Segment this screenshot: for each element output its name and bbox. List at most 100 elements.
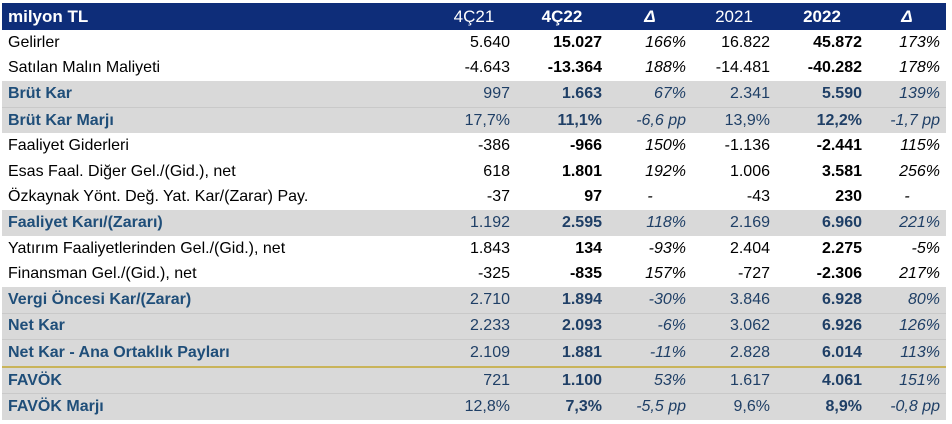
table-row-highlight: Net Kar 2.233 2.093 -6% 3.062 6.926 126% <box>2 312 946 340</box>
row-label: Faaliyet Karı/(Zararı) <box>2 210 432 236</box>
table-row-highlight: Brüt Kar 997 1.663 67% 2.341 5.590 139% <box>2 81 946 108</box>
cell-delta-quarter: 118% <box>608 210 692 236</box>
cell-4q22: -835 <box>516 261 608 287</box>
row-label: Özkaynak Yönt. Değ. Yat. Kar/(Zarar) Pay… <box>2 184 432 211</box>
cell-delta-quarter: 157% <box>608 261 692 287</box>
cell-delta-year: 256% <box>868 158 946 185</box>
cell-2022: 6.014 <box>776 339 868 367</box>
cell-4q21: 618 <box>432 158 516 185</box>
cell-4q22: 134 <box>516 235 608 262</box>
table-row-highlight: Vergi Öncesi Kar/(Zarar) 2.710 1.894 -30… <box>2 286 946 314</box>
cell-4q22: 11,1% <box>516 106 608 134</box>
cell-4q21: 2.109 <box>432 339 516 367</box>
header-col-delta-year: Δ <box>868 3 946 30</box>
cell-delta-quarter: -6,6 pp <box>608 106 692 134</box>
cell-4q21: 12,8% <box>432 393 516 420</box>
cell-delta-quarter: -6% <box>608 312 692 340</box>
row-label: Net Kar - Ana Ortaklık Payları <box>2 339 432 367</box>
table-row: Finansman Gel./(Gid.), net -325 -835 157… <box>2 261 946 287</box>
cell-delta-quarter: 188% <box>608 55 692 82</box>
cell-2022: 6.960 <box>776 210 868 236</box>
cell-2022: 3.581 <box>776 158 868 185</box>
cell-2021: 13,9% <box>692 106 776 134</box>
header-col-2022: 2022 <box>776 3 868 30</box>
row-label: Net Kar <box>2 312 432 340</box>
cell-delta-year: -1,7 pp <box>868 106 946 134</box>
cell-delta-year: -0,8 pp <box>868 393 946 420</box>
cell-4q21: 721 <box>432 365 516 394</box>
row-label: Satılan Malın Maliyeti <box>2 55 432 82</box>
cell-2022: 12,2% <box>776 106 868 134</box>
cell-2022: 230 <box>776 184 868 211</box>
cell-2021: 2.169 <box>692 210 776 236</box>
cell-4q22: 1.894 <box>516 286 608 314</box>
cell-delta-quarter: 166% <box>608 30 692 56</box>
row-label: Vergi Öncesi Kar/(Zarar) <box>2 286 432 314</box>
cell-delta-year: 151% <box>868 365 946 394</box>
table-row: Özkaynak Yönt. Değ. Yat. Kar/(Zarar) Pay… <box>2 184 946 211</box>
header-col-2021: 2021 <box>692 3 776 30</box>
cell-4q21: -4.643 <box>432 55 516 82</box>
cell-2021: 2.828 <box>692 339 776 367</box>
cell-2022: 6.928 <box>776 286 868 314</box>
cell-2021: 1.617 <box>692 365 776 394</box>
cell-delta-quarter: -11% <box>608 339 692 367</box>
cell-delta-year: 126% <box>868 312 946 340</box>
cell-4q22: 2.595 <box>516 210 608 236</box>
cell-4q22: 1.663 <box>516 81 608 108</box>
cell-2022: 45.872 <box>776 30 868 56</box>
cell-4q21: 17,7% <box>432 106 516 134</box>
table-row-highlight: Faaliyet Karı/(Zararı) 1.192 2.595 118% … <box>2 210 946 236</box>
cell-2022: 6.926 <box>776 312 868 340</box>
cell-delta-quarter: 53% <box>608 365 692 394</box>
row-label: Finansman Gel./(Gid.), net <box>2 261 432 287</box>
cell-2022: 8,9% <box>776 393 868 420</box>
cell-delta-year: -5% <box>868 235 946 262</box>
cell-2022: 5.590 <box>776 81 868 108</box>
cell-2021: 3.062 <box>692 312 776 340</box>
cell-2022: 2.275 <box>776 235 868 262</box>
cell-4q21: 2.710 <box>432 286 516 314</box>
header-col-4q21: 4Ç21 <box>432 3 516 30</box>
row-label: Esas Faal. Diğer Gel./(Gid.), net <box>2 158 432 185</box>
table-row-highlight: FAVÖK 721 1.100 53% 1.617 4.061 151% <box>2 365 946 394</box>
cell-delta-year: 80% <box>868 286 946 314</box>
cell-delta-year: 178% <box>868 55 946 82</box>
cell-4q22: 15.027 <box>516 30 608 56</box>
cell-delta-year: 139% <box>868 81 946 108</box>
row-label: Gelirler <box>2 30 432 56</box>
table-row: Yatırım Faaliyetlerinden Gel./(Gid.), ne… <box>2 235 946 262</box>
cell-delta-quarter: -93% <box>608 235 692 262</box>
cell-4q21: 997 <box>432 81 516 108</box>
cell-2021: 16.822 <box>692 30 776 56</box>
table-row-highlight: FAVÖK Marjı 12,8% 7,3% -5,5 pp 9,6% 8,9%… <box>2 393 946 420</box>
cell-2021: -1.136 <box>692 133 776 159</box>
cell-2022: -40.282 <box>776 55 868 82</box>
cell-delta-year: 217% <box>868 261 946 287</box>
cell-delta-year: - <box>868 184 946 211</box>
row-label: FAVÖK <box>2 365 432 394</box>
cell-4q21: 1.843 <box>432 235 516 262</box>
table-row-highlight: Net Kar - Ana Ortaklık Payları 2.109 1.8… <box>2 339 946 367</box>
cell-2021: -727 <box>692 261 776 287</box>
cell-4q21: 1.192 <box>432 210 516 236</box>
table-row: Esas Faal. Diğer Gel./(Gid.), net 618 1.… <box>2 158 946 185</box>
cell-delta-quarter: 192% <box>608 158 692 185</box>
cell-delta-quarter: - <box>608 184 692 211</box>
row-label: Faaliyet Giderleri <box>2 133 432 159</box>
header-unit-label: milyon TL <box>2 3 432 30</box>
cell-4q22: 97 <box>516 184 608 211</box>
cell-4q21: 2.233 <box>432 312 516 340</box>
cell-2022: 4.061 <box>776 365 868 394</box>
cell-2021: 3.846 <box>692 286 776 314</box>
table-row-highlight: Brüt Kar Marjı 17,7% 11,1% -6,6 pp 13,9%… <box>2 106 946 134</box>
cell-2021: -14.481 <box>692 55 776 82</box>
cell-delta-quarter: 67% <box>608 81 692 108</box>
cell-4q21: 5.640 <box>432 30 516 56</box>
cell-2022: -2.441 <box>776 133 868 159</box>
cell-delta-year: 221% <box>868 210 946 236</box>
cell-delta-year: 173% <box>868 30 946 56</box>
table-row: Satılan Malın Maliyeti -4.643 -13.364 18… <box>2 55 946 82</box>
header-col-4q22: 4Ç22 <box>516 3 608 30</box>
cell-2022: -2.306 <box>776 261 868 287</box>
